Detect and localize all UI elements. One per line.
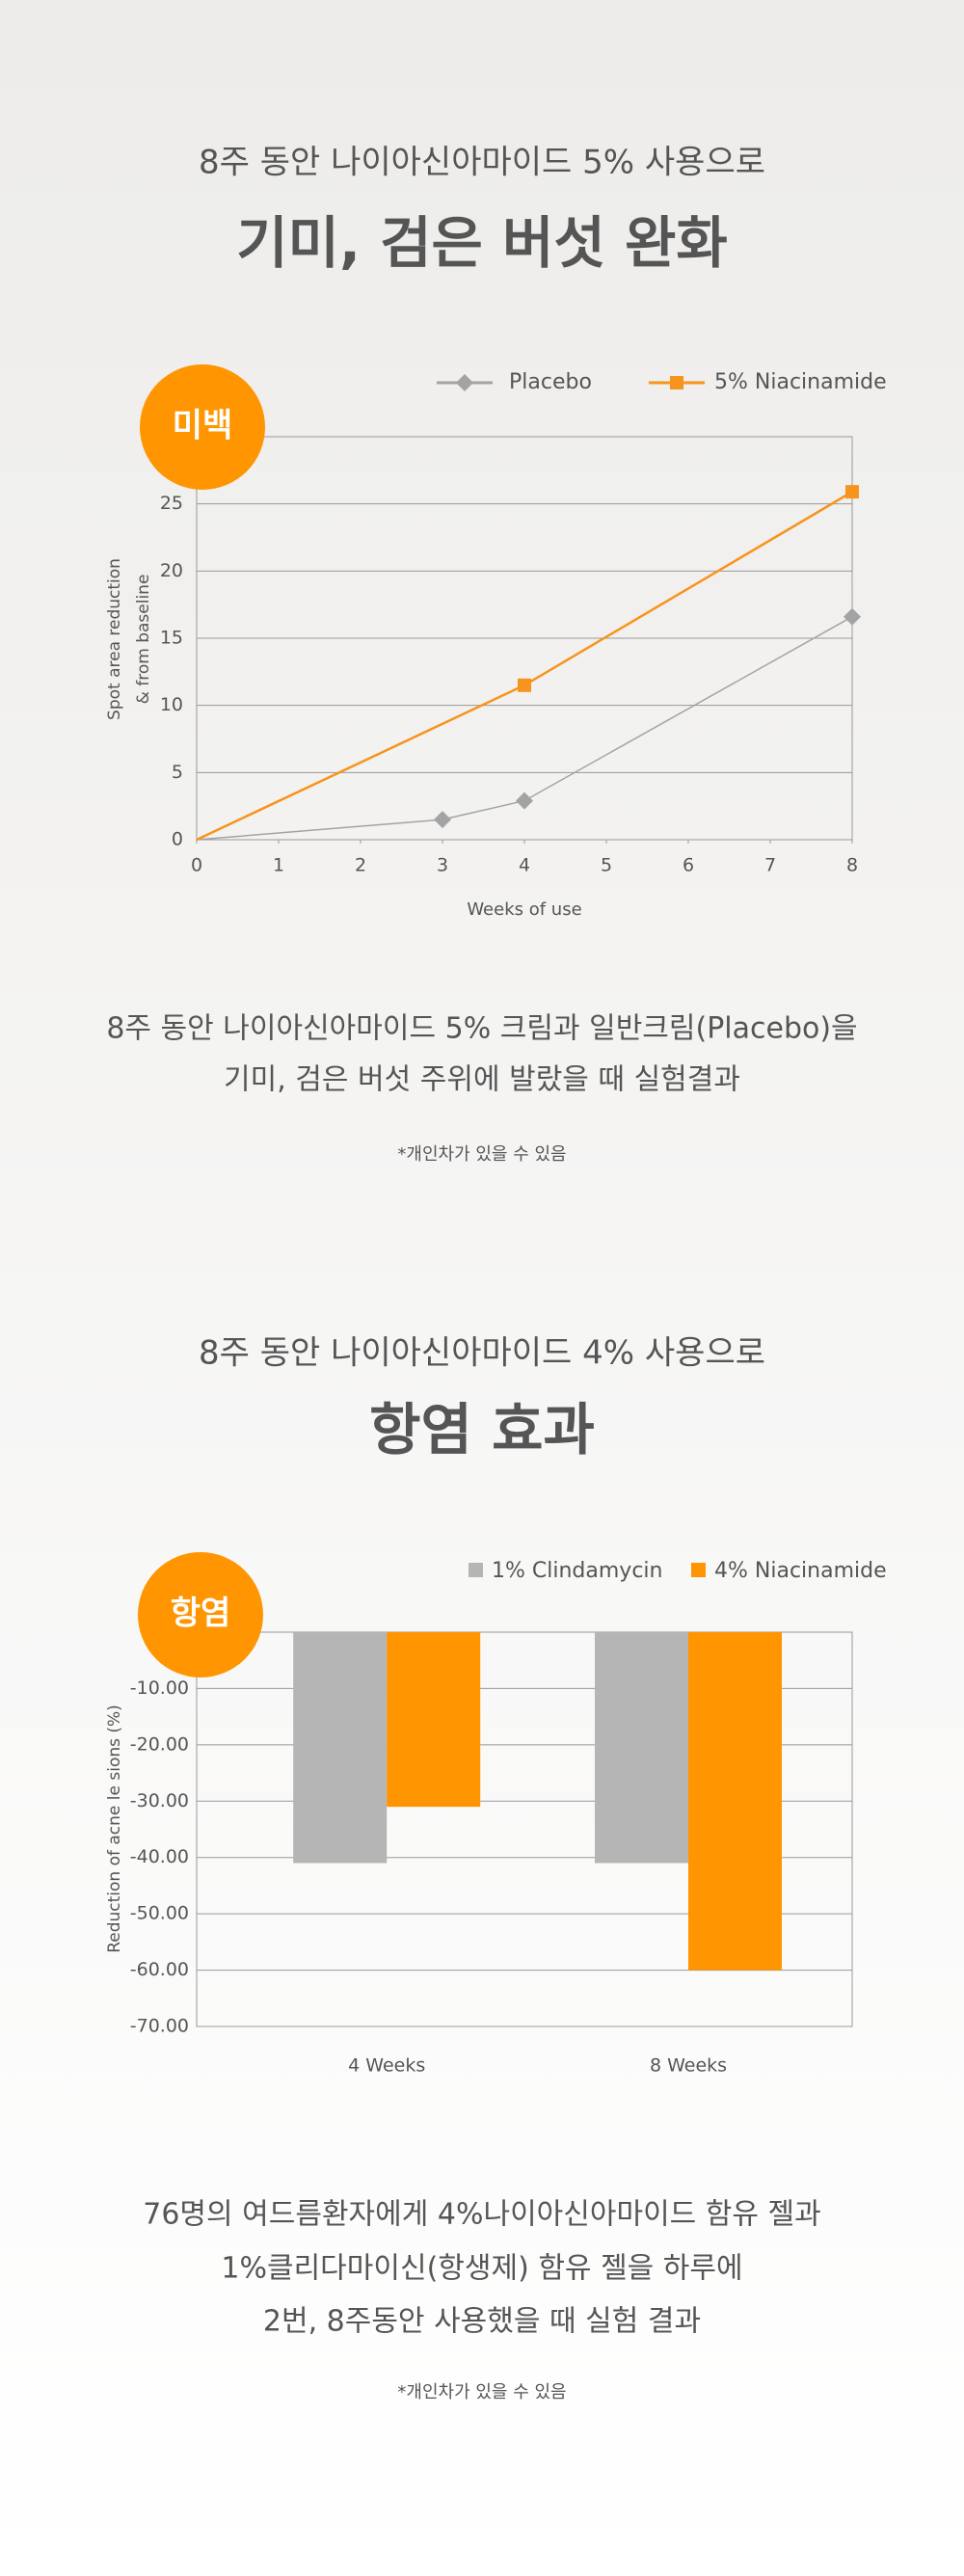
y-tick-label: -40.00 bbox=[130, 1846, 189, 1867]
x-tick-label: 4 Weeks bbox=[348, 2055, 425, 2077]
badge bbox=[140, 364, 265, 490]
bar bbox=[595, 1632, 688, 1864]
x-tick-label: 8 Weeks bbox=[650, 2055, 727, 2077]
bar bbox=[293, 1632, 388, 1864]
legend-label: 5% Niacinamide bbox=[714, 370, 887, 394]
data-point bbox=[845, 485, 859, 499]
series-line bbox=[196, 616, 853, 841]
y-tick-label: 20 bbox=[160, 560, 183, 581]
data-point bbox=[434, 811, 451, 829]
y-tick-label: 0 bbox=[172, 829, 183, 850]
x-axis-label: Weeks of use bbox=[467, 899, 581, 920]
caption: 8주 동안 나이아신아마이드 5% 크림과 일반크림(Placebo)을 bbox=[106, 1012, 857, 1046]
x-tick-label: 0 bbox=[191, 855, 202, 876]
subtitle: 8주 동안 나이아신아마이드 4% 사용으로 bbox=[199, 1334, 765, 1373]
caption: 기미, 검은 버섯 주위에 발랐을 때 실험결과 bbox=[224, 1063, 740, 1097]
y-tick-label: -60.00 bbox=[130, 1959, 189, 1980]
y-axis-label: Reduction of acne le sions (%) bbox=[105, 1704, 124, 1953]
bar bbox=[387, 1632, 481, 1808]
x-tick-label: 8 bbox=[846, 855, 858, 876]
y-tick-label: 15 bbox=[160, 628, 183, 649]
badge bbox=[138, 1552, 263, 1677]
data-point bbox=[844, 607, 861, 626]
y-tick-label: 10 bbox=[160, 694, 183, 715]
legend-marker bbox=[670, 376, 683, 389]
data-point bbox=[518, 678, 531, 692]
bar bbox=[688, 1632, 782, 1971]
x-tick-label: 7 bbox=[764, 855, 776, 876]
x-tick-label: 3 bbox=[437, 855, 448, 876]
badge-label: 미백 bbox=[173, 407, 233, 445]
x-tick-label: 4 bbox=[519, 855, 530, 876]
y-tick-label: -70.00 bbox=[130, 2016, 189, 2037]
caption: 2번, 8주동안 사용했을 때 실험 결과 bbox=[263, 2305, 701, 2339]
y-tick-label: 5 bbox=[172, 762, 183, 783]
y-axis-label: & from baseline bbox=[134, 575, 153, 705]
y-axis-label: Spot area reduction bbox=[105, 558, 124, 720]
x-tick-label: 5 bbox=[601, 855, 612, 876]
legend-label: Placebo bbox=[509, 370, 592, 394]
x-tick-label: 2 bbox=[355, 855, 366, 876]
x-tick-label: 6 bbox=[683, 855, 694, 876]
badge-label: 항염 bbox=[171, 1595, 231, 1633]
data-point bbox=[516, 792, 533, 810]
title: 기미, 검은 버섯 완화 bbox=[236, 210, 728, 276]
title: 항염 효과 bbox=[369, 1397, 595, 1462]
y-tick-label: -30.00 bbox=[130, 1790, 189, 1811]
caption: 1%클리다마이신(항생제) 함유 젤을 하루에 bbox=[221, 2252, 742, 2286]
y-tick-label: -50.00 bbox=[130, 1903, 189, 1924]
y-tick-label: 25 bbox=[160, 493, 183, 514]
legend-swatch bbox=[691, 1563, 706, 1577]
legend-marker bbox=[456, 374, 473, 391]
legend-label: 1% Clindamycin bbox=[492, 1559, 662, 1583]
x-tick-label: 1 bbox=[273, 855, 284, 876]
y-tick-label: -20.00 bbox=[130, 1733, 189, 1755]
legend-label: 4% Niacinamide bbox=[714, 1559, 887, 1583]
legend-swatch bbox=[469, 1563, 483, 1577]
note: *개인차가 있을 수 있음 bbox=[397, 1144, 566, 1165]
y-tick-label: -10.00 bbox=[130, 1677, 189, 1699]
subtitle: 8주 동안 나이아신아마이드 5% 사용으로 bbox=[199, 144, 765, 182]
caption: 76명의 여드름환자에게 4%나이아신아마이드 함유 젤과 bbox=[143, 2198, 821, 2232]
note: *개인차가 있을 수 있음 bbox=[397, 2382, 566, 2402]
